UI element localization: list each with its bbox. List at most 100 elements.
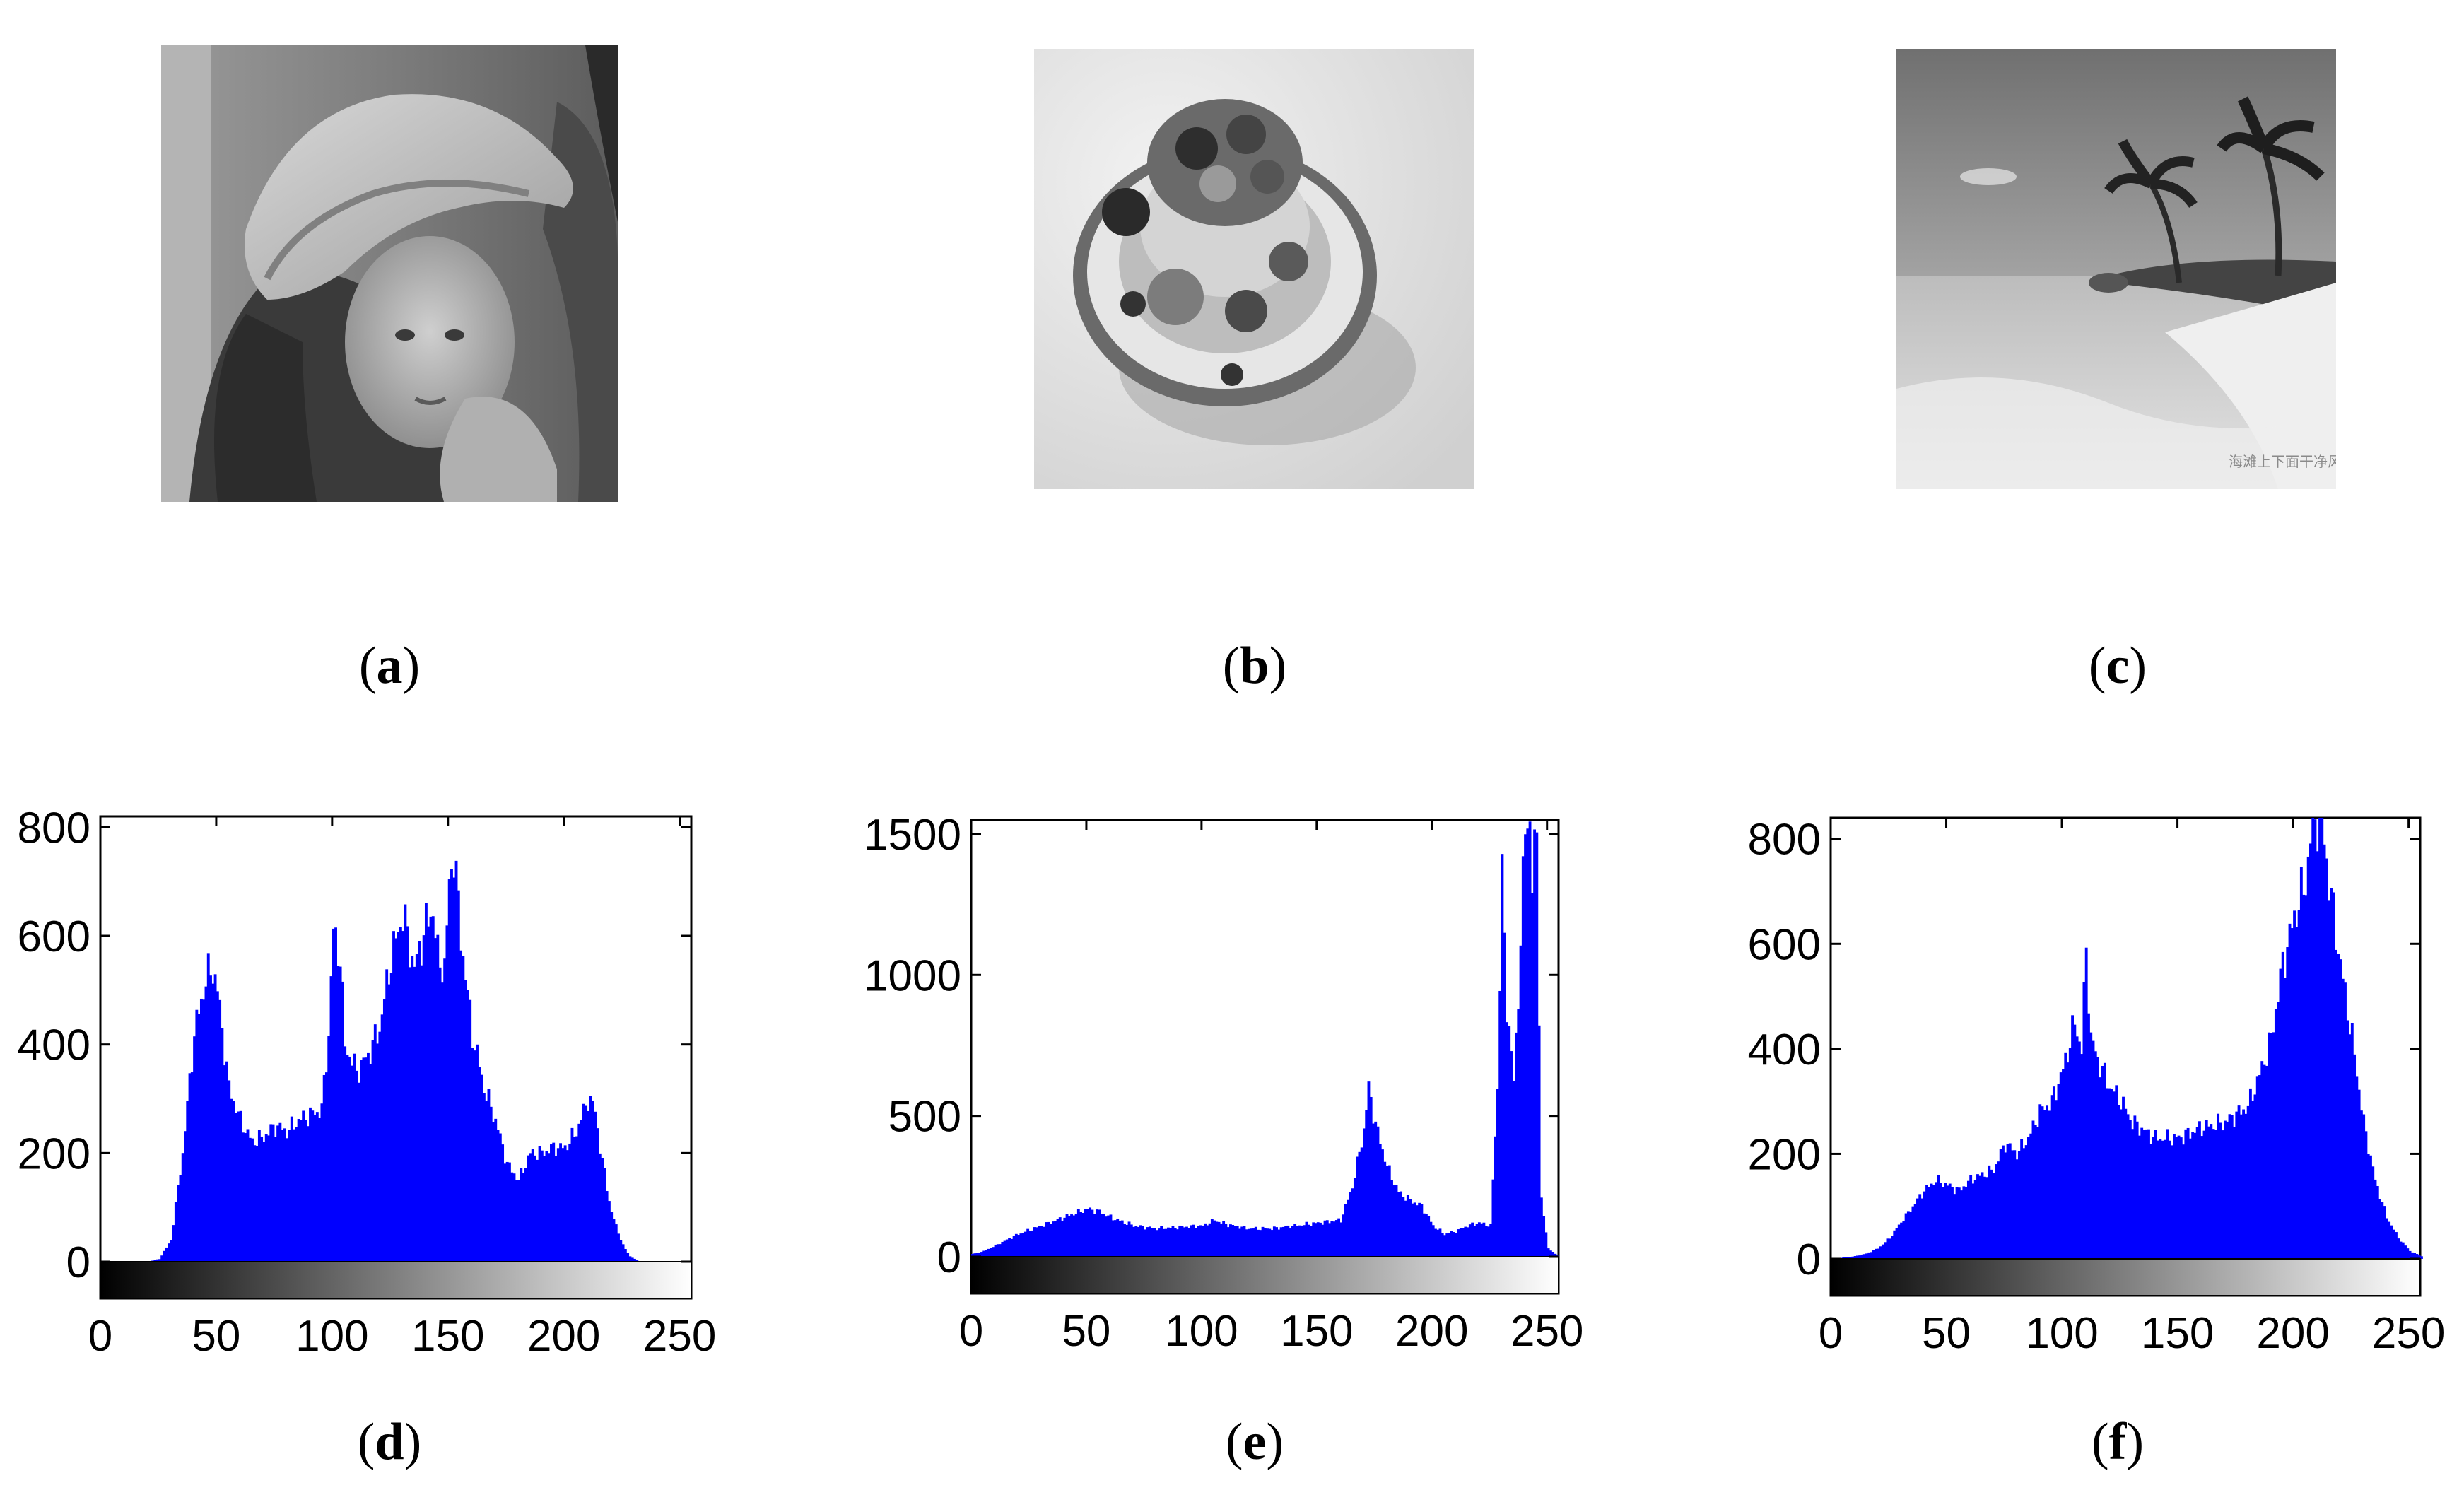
- histogram-bar: [406, 926, 409, 1262]
- histogram-bar: [1153, 1228, 1156, 1257]
- histogram-bar: [2073, 1024, 2077, 1259]
- histogram-bar: [281, 1130, 284, 1262]
- histogram-bar: [346, 1055, 349, 1262]
- histogram-bar: [1047, 1221, 1050, 1257]
- histogram-bar: [1995, 1164, 1998, 1259]
- histogram-bar: [2191, 1132, 2195, 1259]
- histogram-bar: [1909, 1212, 1913, 1259]
- histogram-bar: [2128, 1120, 2132, 1259]
- histogram-bar: [2397, 1238, 2400, 1259]
- histogram-bar: [1296, 1226, 1299, 1257]
- histogram-bar: [2177, 1135, 2181, 1259]
- histogram-bar: [376, 1043, 379, 1262]
- histogram-bar: [1351, 1188, 1354, 1257]
- histogram-bar: [1183, 1227, 1186, 1257]
- histogram-bar: [1462, 1228, 1465, 1257]
- histogram-bar: [2034, 1125, 2037, 1259]
- histogram-bar: [552, 1142, 556, 1262]
- histogram-bar: [1347, 1199, 1350, 1257]
- histogram-bar: [2011, 1150, 2014, 1259]
- histogram-bar: [1937, 1175, 1940, 1259]
- histogram-bar: [2357, 1089, 2361, 1259]
- histogram-bar: [580, 1120, 583, 1262]
- histogram-bar: [466, 990, 469, 1262]
- histogram-bar: [2214, 1130, 2217, 1259]
- histogram-bar: [1210, 1219, 1214, 1257]
- beach-image: 海滩上下面干净风光: [1896, 49, 2336, 489]
- histogram-bar: [2369, 1155, 2372, 1259]
- histogram-bar: [2297, 910, 2301, 1259]
- histogram-bar: [2339, 959, 2342, 1259]
- histogram-bar: [1953, 1194, 1956, 1259]
- histogram-bar: [2096, 1057, 2099, 1259]
- histogram-bar: [186, 1101, 189, 1262]
- histogram-bar: [440, 982, 444, 1262]
- histogram-bar: [306, 1126, 310, 1262]
- histogram-bar: [382, 999, 386, 1262]
- histogram-bar: [2175, 1137, 2178, 1259]
- grayscale-colorbar: [100, 1261, 692, 1299]
- histogram-bar: [1079, 1212, 1083, 1257]
- histogram-bar: [2306, 856, 2310, 1259]
- histogram-bar: [1192, 1224, 1195, 1257]
- histogram-bar: [248, 1137, 252, 1262]
- portrait-image: [161, 45, 618, 502]
- histogram-bar: [399, 927, 402, 1262]
- histogram-bar: [424, 903, 428, 1262]
- caption-a: (a): [358, 637, 421, 695]
- histogram-bar: [1888, 1238, 1891, 1259]
- caption-b: (b): [1222, 637, 1287, 695]
- histogram-bar: [1010, 1238, 1014, 1257]
- histogram-bar: [1250, 1228, 1253, 1257]
- histogram-bar: [1983, 1176, 1986, 1259]
- histogram-bar: [1100, 1214, 1103, 1257]
- histogram-bar: [587, 1110, 590, 1262]
- histogram-bar: [397, 932, 400, 1262]
- histogram-bar: [565, 1150, 569, 1262]
- histogram-bar: [547, 1153, 551, 1262]
- histogram-bar: [2210, 1124, 2213, 1259]
- histogram-bar: [420, 965, 423, 1262]
- histogram-bar: [2404, 1245, 2407, 1259]
- histogram-bar: [1107, 1215, 1110, 1257]
- histogram-bar: [992, 1247, 995, 1257]
- histogram-bar: [1252, 1228, 1255, 1257]
- histogram-bar: [538, 1146, 541, 1262]
- histogram-bar: [276, 1125, 280, 1262]
- histogram-bar: [999, 1244, 1002, 1257]
- histogram-bar: [1293, 1224, 1297, 1257]
- histogram-bar: [1484, 1226, 1488, 1257]
- histogram-bar: [1257, 1229, 1260, 1257]
- histogram-bar: [1438, 1228, 1442, 1257]
- histogram-bar: [2041, 1106, 2044, 1259]
- histogram-bar: [1195, 1228, 1197, 1257]
- histogram-bar: [1434, 1228, 1437, 1257]
- histogram-bar: [278, 1122, 282, 1262]
- histogram-bar: [1067, 1216, 1071, 1257]
- histogram-bar: [1976, 1174, 1979, 1259]
- histogram-bar: [394, 938, 398, 1262]
- histogram-bar: [478, 1067, 481, 1262]
- histogram-bar: [1906, 1211, 1910, 1259]
- histogram-bar: [385, 969, 389, 1262]
- histogram-bar: [315, 1112, 319, 1262]
- histogram-bar: [2068, 1048, 2072, 1259]
- histogram-bar: [2355, 1076, 2359, 1259]
- histogram-bar: [2313, 819, 2317, 1259]
- histogram-bar: [2246, 1105, 2250, 1259]
- watermark-text: 海滩上下面干净风光: [2229, 453, 2336, 470]
- histogram-bar: [427, 926, 430, 1262]
- histogram-bar: [2224, 1120, 2227, 1259]
- histogram-bar: [520, 1168, 523, 1262]
- histogram-bar: [2157, 1140, 2160, 1259]
- histogram-bar: [1109, 1214, 1113, 1257]
- histogram-bar: [1897, 1224, 1901, 1259]
- histogram-bar: [1971, 1183, 1975, 1259]
- histogram-bar: [1365, 1110, 1368, 1257]
- histogram-bar: [2251, 1101, 2255, 1259]
- histogram-bar: [1155, 1230, 1158, 1257]
- histogram-bar: [1185, 1226, 1188, 1257]
- histogram-bar: [1489, 1224, 1493, 1257]
- histogram-bar: [1865, 1253, 1868, 1259]
